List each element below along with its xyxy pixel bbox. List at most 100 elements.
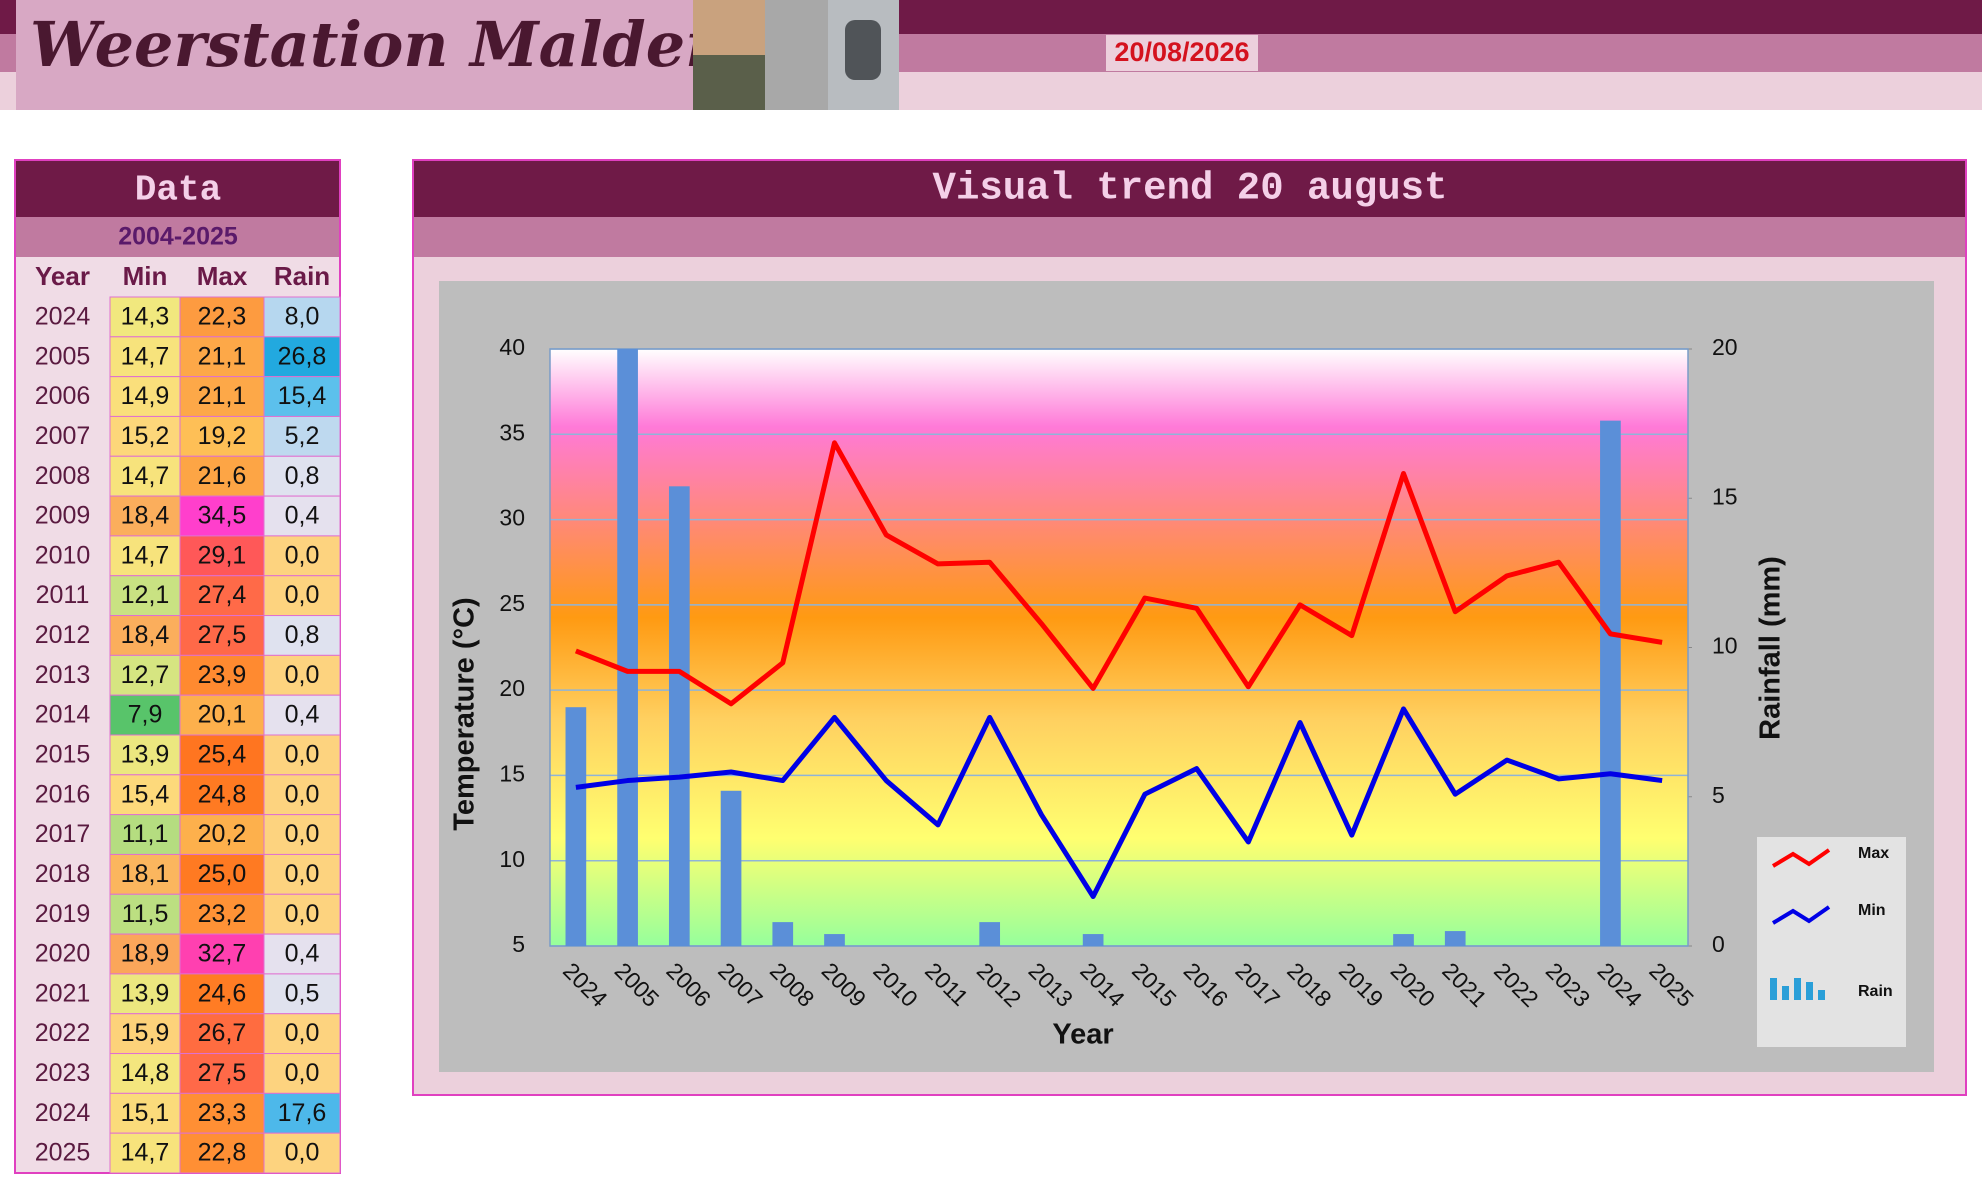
cell-bg <box>179 376 265 417</box>
cell-bg <box>263 336 341 378</box>
photo <box>693 0 765 55</box>
y-tick-label: 10 <box>499 846 525 872</box>
cell-bg <box>179 654 265 696</box>
cell-bg <box>109 376 181 417</box>
year-cell: 2007 <box>35 422 91 450</box>
rain-bar <box>1444 931 1466 946</box>
cell-bg <box>109 336 181 378</box>
year-cell: 2024 <box>35 303 91 331</box>
year-cell: 2020 <box>35 940 91 968</box>
value-cell: 0,0 <box>285 581 320 609</box>
value-cell: 7,9 <box>128 701 163 729</box>
value-cell: 0,0 <box>285 541 320 569</box>
cell-bg <box>179 973 265 1015</box>
value-cell: 0,0 <box>285 661 320 689</box>
rain-bar <box>979 922 1001 946</box>
value-cell: 0,5 <box>285 979 320 1007</box>
value-cell: 12,7 <box>121 661 170 689</box>
value-cell: 0,0 <box>285 1139 320 1167</box>
value-cell: 21,1 <box>198 382 247 410</box>
chart-title: Visual trend 20 august <box>933 166 1448 210</box>
y-tick-label: 15 <box>499 761 525 787</box>
legend-swatch <box>1782 986 1789 1000</box>
table-title: Data <box>135 170 221 211</box>
year-cell: 2023 <box>35 1059 91 1087</box>
y-axis-title: Temperature (°C) <box>449 597 481 830</box>
legend-swatch <box>1806 982 1813 1000</box>
rain-bar <box>617 349 638 946</box>
cell-bg <box>179 296 265 338</box>
value-cell: 0,0 <box>285 741 320 769</box>
rain-bar <box>1082 934 1104 946</box>
cell-bg <box>263 575 341 617</box>
year-cell: 2016 <box>35 780 91 808</box>
series-layer <box>565 349 1663 946</box>
cell-bg <box>109 575 181 617</box>
value-cell: 15,2 <box>121 422 170 450</box>
cell-bg <box>109 933 181 975</box>
value-cell: 34,5 <box>198 502 247 530</box>
cell-bg <box>109 1092 181 1134</box>
year-cell: 2021 <box>35 979 91 1007</box>
rain-bar <box>1393 934 1414 946</box>
y-tick-label: 5 <box>512 931 525 957</box>
value-cell: 15,9 <box>121 1019 170 1047</box>
rain-bar <box>565 707 587 946</box>
value-cell: 15,4 <box>278 382 327 410</box>
column-header: Max <box>197 261 248 291</box>
y2-tick-label: 10 <box>1712 633 1738 659</box>
value-cell: 24,6 <box>198 979 247 1007</box>
value-cell: 25,0 <box>198 860 247 888</box>
cell-bg <box>263 893 341 935</box>
table-header <box>16 161 339 217</box>
cell-bg <box>263 455 341 497</box>
value-cell: 11,1 <box>122 820 169 848</box>
value-cell: 0,4 <box>285 940 320 968</box>
legend-swatch <box>1771 848 1831 868</box>
year-cell: 2018 <box>35 860 91 888</box>
legend <box>1757 837 1906 1047</box>
legend-swatch <box>1771 905 1831 925</box>
value-cell: 0,8 <box>285 621 320 649</box>
table-subheader <box>16 217 339 257</box>
chart-subheader <box>414 217 1965 257</box>
cell-bg <box>109 893 181 935</box>
year-cell: 2009 <box>35 502 91 530</box>
value-cell: 25,4 <box>198 741 247 769</box>
legend-label: Max <box>1858 845 1889 862</box>
cell-bg <box>109 615 181 656</box>
cell-bg <box>263 933 341 975</box>
value-cell: 18,4 <box>121 621 170 649</box>
value-cell: 15,1 <box>121 1099 170 1127</box>
value-cell: 18,9 <box>121 940 170 968</box>
value-cell: 0,0 <box>285 900 320 928</box>
cell-bg <box>179 814 265 855</box>
rain-bar <box>1600 420 1621 946</box>
value-cell: 14,8 <box>121 1059 170 1087</box>
legend-swatch <box>1794 978 1801 1000</box>
year-cell: 2025 <box>35 1139 91 1167</box>
photo <box>765 0 828 110</box>
series-line <box>574 440 1663 707</box>
cell-bg <box>263 415 341 457</box>
y-tick-label: 40 <box>499 334 525 360</box>
value-cell: 23,9 <box>198 661 247 689</box>
value-cell: 27,5 <box>198 1059 247 1087</box>
value-cell: 5,2 <box>285 422 320 450</box>
value-cell: 23,2 <box>198 900 247 928</box>
cell-bg <box>179 615 265 656</box>
cell-bg <box>263 1132 341 1174</box>
column-header: Min <box>123 261 168 291</box>
year-cell: 2008 <box>35 462 91 490</box>
cell-bg <box>263 853 341 895</box>
cell-bg <box>109 694 181 736</box>
value-cell: 14,3 <box>121 303 170 331</box>
year-cell: 2005 <box>35 342 91 370</box>
legend-items: Max Min Rain <box>1770 845 1893 1000</box>
cell-bg <box>179 575 265 617</box>
value-cell: 12,1 <box>121 581 170 609</box>
value-cell: 22,3 <box>198 303 247 331</box>
value-cell: 14,7 <box>121 462 170 490</box>
value-cell: 23,3 <box>198 1099 247 1127</box>
year-cell: 2013 <box>35 661 91 689</box>
